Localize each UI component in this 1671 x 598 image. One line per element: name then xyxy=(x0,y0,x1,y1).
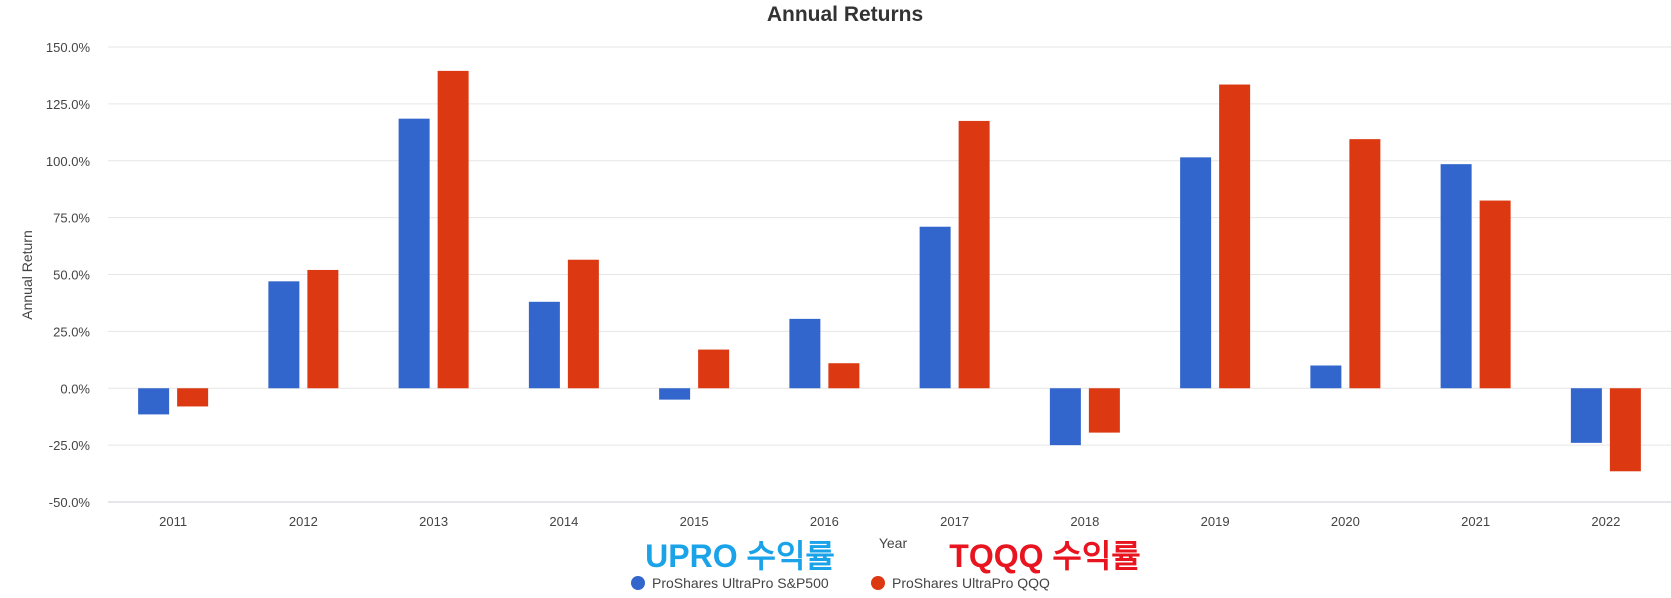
x-axis-label: Year xyxy=(879,535,908,551)
x-tick-label: 2017 xyxy=(940,514,969,529)
annotation-label: TQQQ 수익률 xyxy=(949,538,1140,574)
bar-tqqq-2019[interactable] xyxy=(1219,84,1251,389)
bar-tqqq-2017[interactable] xyxy=(958,120,990,389)
y-tick-label: 125.0% xyxy=(46,97,91,112)
x-tick-labels: 2011 2012 2013 2014 2015 2016 2017 2018 2019 2020… xyxy=(159,514,1620,529)
chart-title: Annual Returns xyxy=(767,3,923,26)
bar-tqqq-2016[interactable] xyxy=(828,363,860,389)
bar-tqqq-2015[interactable] xyxy=(698,349,730,389)
x-tick-label: 2022 xyxy=(1591,514,1620,529)
legend-entry[interactable]: ProShares UltraPro S&P500 xyxy=(652,575,829,591)
bar-upro-2011[interactable] xyxy=(138,388,170,415)
legend-marker xyxy=(871,576,885,590)
bars xyxy=(138,70,1641,472)
x-tick-label: 2020 xyxy=(1331,514,1360,529)
bar-upro-2014[interactable] xyxy=(528,301,560,389)
x-tick-label: 2011 xyxy=(159,514,187,529)
legend-entry[interactable]: ProShares UltraPro QQQ xyxy=(892,575,1050,591)
bar-tqqq-2021[interactable] xyxy=(1479,200,1511,389)
bar-upro-2017[interactable] xyxy=(919,226,951,389)
x-tick-label: 2012 xyxy=(289,514,318,529)
bar-tqqq-2020[interactable] xyxy=(1349,139,1381,389)
x-tick-label: 2013 xyxy=(419,514,448,529)
bar-upro-2012[interactable] xyxy=(268,281,300,389)
bar-tqqq-2022[interactable] xyxy=(1609,388,1641,472)
gridlines xyxy=(108,46,1671,503)
y-tick-label: 100.0% xyxy=(46,154,91,169)
bar-upro-2022[interactable] xyxy=(1570,388,1602,443)
bar-upro-2016[interactable] xyxy=(789,318,821,389)
bar-tqqq-2014[interactable] xyxy=(567,259,599,389)
y-tick-label: 25.0% xyxy=(53,324,90,339)
annotation-label: UPRO 수익률 xyxy=(645,538,835,574)
y-axis-label: Annual Return xyxy=(19,230,35,320)
y-tick-labels: -50.0% -25.0% 0.0% 25.0% 50.0% 75.0% 100.0% 125… xyxy=(46,40,91,510)
bar-upro-2020[interactable] xyxy=(1310,365,1342,389)
bar-upro-2018[interactable] xyxy=(1049,388,1081,446)
y-tick-label: -25.0% xyxy=(49,438,91,453)
x-tick-label: 2019 xyxy=(1201,514,1230,529)
legend: ProShares UltraPro S&P500 ProShares Ultra… xyxy=(631,575,1050,591)
bar-upro-2015[interactable] xyxy=(659,388,691,400)
y-tick-label: 150.0% xyxy=(46,40,91,55)
bar-tqqq-2011[interactable] xyxy=(177,388,209,407)
x-tick-label: 2015 xyxy=(680,514,709,529)
y-tick-label: -50.0% xyxy=(49,495,91,510)
y-tick-label: 50.0% xyxy=(53,268,90,283)
bar-tqqq-2013[interactable] xyxy=(437,70,469,389)
y-tick-label: 75.0% xyxy=(53,211,90,226)
bar-upro-2021[interactable] xyxy=(1440,164,1472,389)
bar-upro-2019[interactable] xyxy=(1180,157,1212,389)
legend-marker xyxy=(631,576,645,590)
x-tick-label: 2021 xyxy=(1461,514,1490,529)
bar-upro-2013[interactable] xyxy=(398,118,430,389)
x-tick-label: 2014 xyxy=(549,514,578,529)
x-tick-label: 2016 xyxy=(810,514,839,529)
annotations: UPRO 수익률 TQQQ 수익률 xyxy=(645,538,1141,574)
bar-tqqq-2018[interactable] xyxy=(1088,388,1120,433)
y-tick-label: 0.0% xyxy=(60,381,90,396)
x-tick-label: 2018 xyxy=(1070,514,1099,529)
bar-tqqq-2012[interactable] xyxy=(307,269,339,389)
